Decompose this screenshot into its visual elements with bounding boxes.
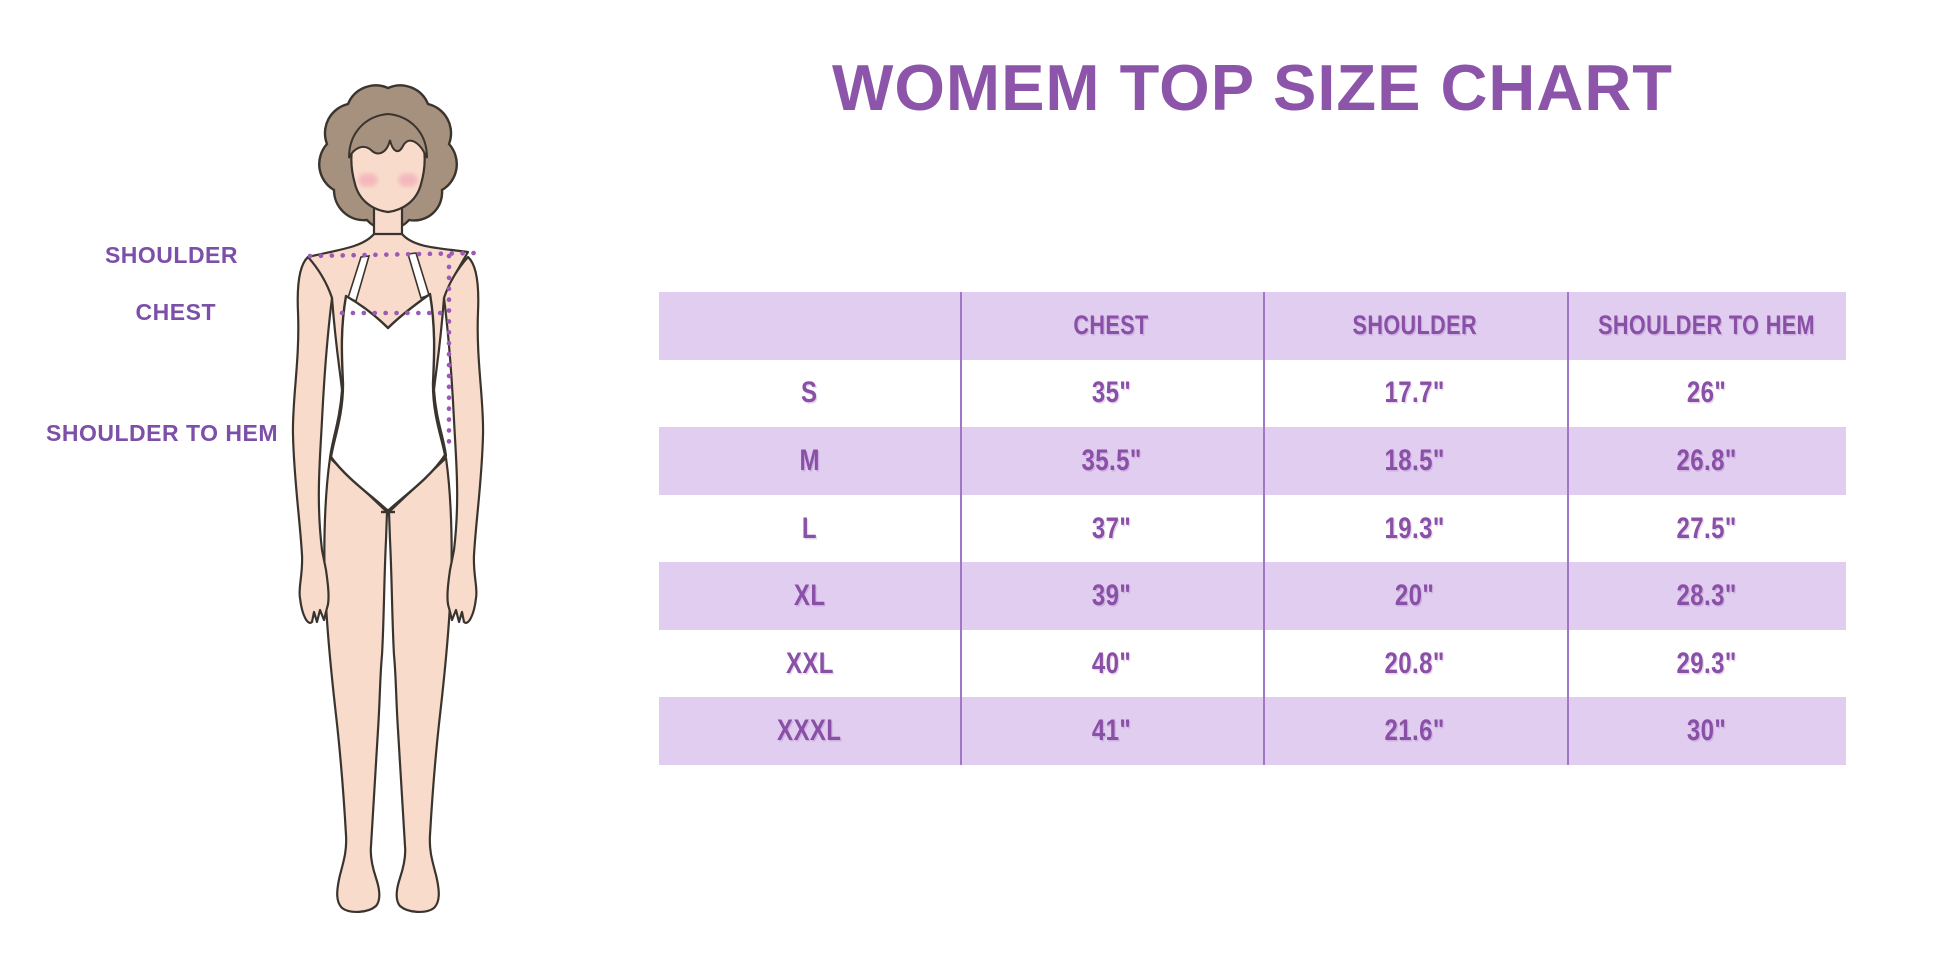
- hem-cell: 30": [1686, 714, 1727, 748]
- shoulder-cell: 18.5": [1384, 443, 1446, 477]
- chest-cell: 37": [1091, 511, 1132, 545]
- hem-cell: 27.5": [1676, 511, 1737, 545]
- size-cell: M: [799, 443, 820, 477]
- page-title: WOMEM TOP SIZE CHART: [832, 51, 1673, 124]
- shoulder-cell: 19.3": [1384, 511, 1446, 545]
- figure-legs: [323, 456, 453, 914]
- hem-cell: 29.3": [1676, 646, 1737, 680]
- shoulder-cell: 20.8": [1384, 646, 1446, 680]
- chest-cell: 39": [1091, 579, 1132, 613]
- size-cell: XXXL: [777, 714, 842, 748]
- col-header-chest: CHEST: [1073, 310, 1150, 341]
- size-cell: S: [801, 376, 818, 410]
- shoulder-measure-label: SHOULDER: [104, 242, 238, 268]
- chest-cell: 35.5": [1081, 443, 1142, 477]
- table-divider: [1566, 292, 1569, 765]
- col-header-size: [659, 312, 960, 339]
- shoulder-cell: 20": [1395, 579, 1435, 613]
- figure-leotard: [329, 252, 447, 514]
- col-header-shoulder: SHOULDER: [1352, 310, 1478, 341]
- figure-face: [348, 112, 428, 214]
- hem-cell: 28.3": [1676, 579, 1737, 613]
- size-table: CHEST SHOULDER SHOULDER TO HEM S 35" 17.…: [659, 292, 1846, 766]
- chest-cell: 41": [1091, 714, 1132, 748]
- table-row: XL 39" 20" 28.3": [659, 562, 1846, 630]
- table-row: XXL 40" 20.8" 29.3": [659, 630, 1846, 698]
- chest-measure-label: CHEST: [135, 299, 216, 325]
- table-divider: [960, 292, 963, 765]
- body-measurement-figure: [140, 60, 540, 940]
- table-row: M 35.5" 18.5" 26.8": [659, 427, 1846, 495]
- chest-cell: 40": [1091, 646, 1132, 680]
- shoulder-measure-line: [307, 250, 481, 259]
- size-cell: XL: [793, 579, 826, 613]
- hem-cell: 26": [1686, 376, 1727, 410]
- table-row: S 35" 17.7" 26": [659, 360, 1846, 428]
- size-cell: XXL: [785, 646, 834, 680]
- table-divider: [1262, 292, 1265, 765]
- shoulder-cell: 21.6": [1384, 714, 1446, 748]
- table-row: XXXL 41" 21.6" 30": [659, 697, 1846, 766]
- shoulder-to-hem-measure-label: SHOULDER TO HEM: [46, 420, 278, 446]
- hem-cell: 26.8": [1676, 443, 1737, 477]
- size-cell: L: [801, 511, 818, 545]
- col-header-shoulder-to-hem: SHOULDER TO HEM: [1598, 310, 1815, 341]
- chest-cell: 35": [1091, 376, 1132, 410]
- table-header-row: CHEST SHOULDER SHOULDER TO HEM: [659, 292, 1846, 360]
- table-row: L 37" 19.3" 27.5": [659, 495, 1846, 563]
- woman-figure-illustration: [291, 84, 485, 914]
- shoulder-cell: 17.7": [1384, 376, 1446, 410]
